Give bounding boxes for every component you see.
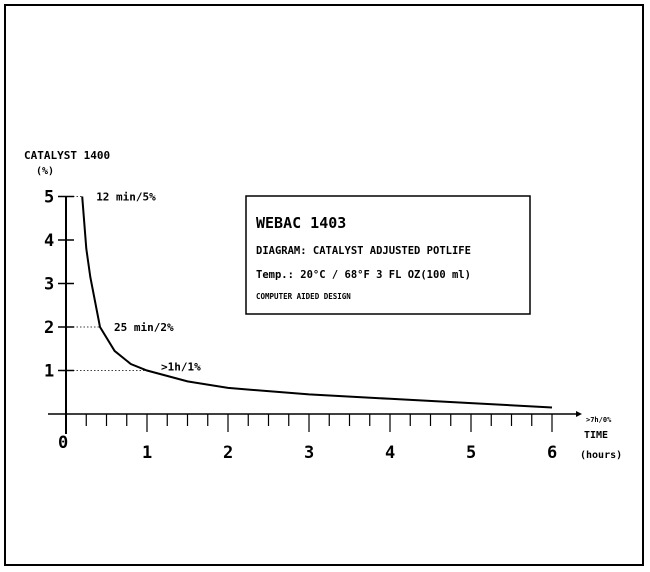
x-axis-end-label: >7h/0% bbox=[586, 416, 612, 424]
annotations: 12 min/5% 25 min/2% >1h/1% bbox=[96, 191, 201, 374]
guide-lines bbox=[66, 196, 147, 371]
x-axis-unit: (hours) bbox=[580, 450, 622, 461]
x-tick-label: 5 bbox=[466, 443, 476, 463]
info-box: WEBAC 1403 DIAGRAM: CATALYST ADJUSTED PO… bbox=[245, 195, 531, 315]
y-tick-label: 2 bbox=[44, 318, 54, 338]
info-box-line3: COMPUTER AIDED DESIGN bbox=[256, 292, 351, 301]
y-tick-label: 3 bbox=[44, 275, 54, 295]
y-axis-unit: (%) bbox=[36, 166, 54, 177]
annotation-label: 12 min/5% bbox=[96, 191, 156, 204]
x-tick-label: 4 bbox=[385, 443, 395, 463]
y-axis-label: CATALYST 1400 bbox=[24, 149, 110, 162]
x-ticks: 1 2 3 4 5 6 bbox=[85, 414, 557, 463]
x-tick-label: 2 bbox=[223, 443, 233, 463]
origin-label: 0 bbox=[58, 433, 68, 453]
chart-frame: CATALYST 1400 (%) TIME (hours) >7h/0% 0 … bbox=[4, 4, 644, 566]
annotation-label: >1h/1% bbox=[161, 361, 201, 374]
info-box-title: WEBAC 1403 bbox=[256, 214, 346, 232]
x-axis-label: TIME bbox=[584, 430, 608, 441]
y-tick-label: 1 bbox=[44, 362, 54, 382]
x-axis-arrow bbox=[576, 411, 582, 417]
info-box-line2: Temp.: 20°C / 68°F 3 FL OZ(100 ml) bbox=[256, 269, 471, 281]
y-tick-label: 5 bbox=[44, 188, 54, 208]
x-tick-label: 6 bbox=[547, 443, 557, 463]
potlife-curve bbox=[81, 196, 553, 409]
x-tick-label: 1 bbox=[142, 443, 152, 463]
x-tick-label: 3 bbox=[304, 443, 314, 463]
y-tick-label: 4 bbox=[44, 231, 54, 251]
info-box-border bbox=[245, 195, 531, 315]
annotation-label: 25 min/2% bbox=[114, 321, 174, 334]
potlife-chart: CATALYST 1400 (%) TIME (hours) >7h/0% 0 … bbox=[24, 149, 622, 463]
info-box-line1: DIAGRAM: CATALYST ADJUSTED POTLIFE bbox=[256, 245, 471, 257]
y-ticks: 1 2 3 4 5 bbox=[44, 188, 74, 382]
